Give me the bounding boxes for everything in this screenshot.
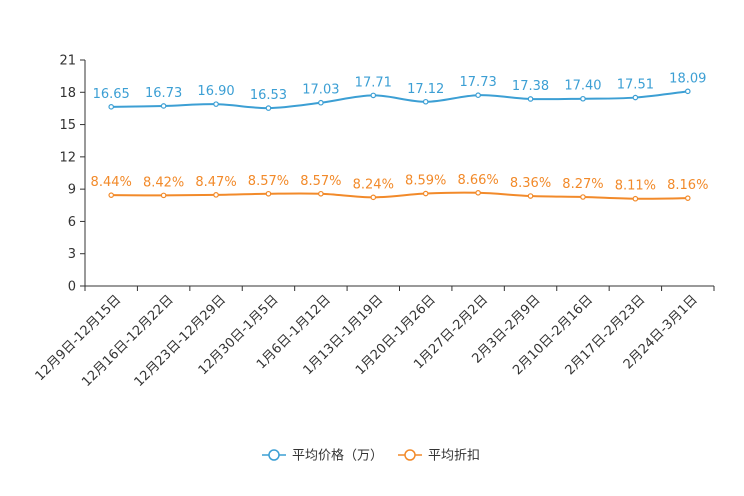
y-tick-label: 18 <box>59 86 76 101</box>
data-point[interactable] <box>160 192 167 199</box>
data-point[interactable] <box>370 92 377 99</box>
data-label: 8.47% <box>195 175 236 190</box>
data-label: 17.51 <box>617 78 654 93</box>
data-label: 8.57% <box>300 174 341 189</box>
data-label: 17.03 <box>302 83 339 98</box>
data-label: 8.16% <box>667 178 708 193</box>
data-label: 8.44% <box>91 175 132 190</box>
data-label: 17.71 <box>355 75 392 90</box>
x-tick-label: 12月9日-12月15日 <box>33 292 125 384</box>
legend-label: 平均价格（万） <box>292 448 383 464</box>
series-layer: 16.65 16.73 16.90 16.53 17.03 17.71 17.12 17.73… <box>91 71 708 202</box>
data-point[interactable] <box>632 195 639 202</box>
data-point[interactable] <box>370 194 377 201</box>
data-label: 8.27% <box>562 177 603 192</box>
y-tick-label: 12 <box>59 150 76 165</box>
legend-label: 平均折扣 <box>428 449 480 464</box>
data-point[interactable] <box>580 194 586 200</box>
data-point[interactable] <box>265 105 272 111</box>
data-point[interactable] <box>213 192 219 198</box>
data-point[interactable] <box>265 190 272 197</box>
y-tick-label: 6 <box>68 215 76 230</box>
data-label: 16.65 <box>93 87 130 102</box>
series-line <box>111 90 688 110</box>
data-point[interactable] <box>684 88 691 95</box>
data-label: 8.11% <box>615 179 656 194</box>
data-point[interactable] <box>160 103 167 109</box>
data-point[interactable] <box>475 190 481 196</box>
series-0: 16.65 16.73 16.90 16.53 17.03 17.71 17.12 17.73… <box>93 71 706 111</box>
data-point[interactable] <box>318 190 324 197</box>
data-label: 18.09 <box>669 71 706 86</box>
data-label: 8.24% <box>353 177 394 192</box>
data-point[interactable] <box>527 96 534 102</box>
y-tick-label: 21 <box>59 54 76 69</box>
y-tick-label: 9 <box>68 183 76 198</box>
legend-item[interactable]: 平均价格（万） <box>262 448 383 464</box>
series-line <box>111 191 688 200</box>
data-point[interactable] <box>108 192 115 198</box>
data-label: 8.59% <box>405 174 446 189</box>
data-point[interactable] <box>108 104 115 110</box>
legend-marker-icon <box>404 449 416 461</box>
x-tick-label: 12月16日-12月22日 <box>79 292 176 389</box>
legend-item[interactable]: 平均折扣 <box>398 449 480 464</box>
data-label: 16.73 <box>145 86 182 101</box>
data-label: 17.38 <box>512 79 549 94</box>
data-point[interactable] <box>422 98 429 105</box>
y-tick-label: 15 <box>59 118 76 133</box>
x-tick-label: 12月23日-12月29日 <box>132 292 229 389</box>
legend-marker-icon <box>268 449 280 461</box>
data-label: 17.40 <box>564 79 601 94</box>
data-point[interactable] <box>318 99 324 106</box>
y-tick-label: 3 <box>68 247 76 262</box>
data-point[interactable] <box>580 95 586 102</box>
data-label: 17.73 <box>460 75 497 90</box>
data-label: 8.57% <box>248 174 289 189</box>
data-point[interactable] <box>475 92 481 98</box>
data-label: 16.90 <box>197 84 234 99</box>
axes: 0 3 6 9 12 15 18 21 12月9日-12月15日12月16日-12月22日12月… <box>33 54 715 390</box>
data-point[interactable] <box>632 94 639 101</box>
series-1: 8.44% 8.42% 8.47% 8.57% 8.57% 8.24% 8.59% 8.66%… <box>91 173 708 202</box>
data-label: 8.36% <box>510 176 551 191</box>
data-point[interactable] <box>527 193 534 199</box>
data-label: 8.42% <box>143 175 184 190</box>
y-tick-label: 0 <box>68 280 76 295</box>
data-label: 16.53 <box>250 88 287 103</box>
data-label: 8.66% <box>457 173 498 188</box>
data-point[interactable] <box>422 190 429 197</box>
data-label: 17.12 <box>407 82 444 97</box>
data-point[interactable] <box>213 101 219 107</box>
data-point[interactable] <box>684 195 691 201</box>
legend: 平均价格（万） 平均折扣 <box>262 448 480 464</box>
